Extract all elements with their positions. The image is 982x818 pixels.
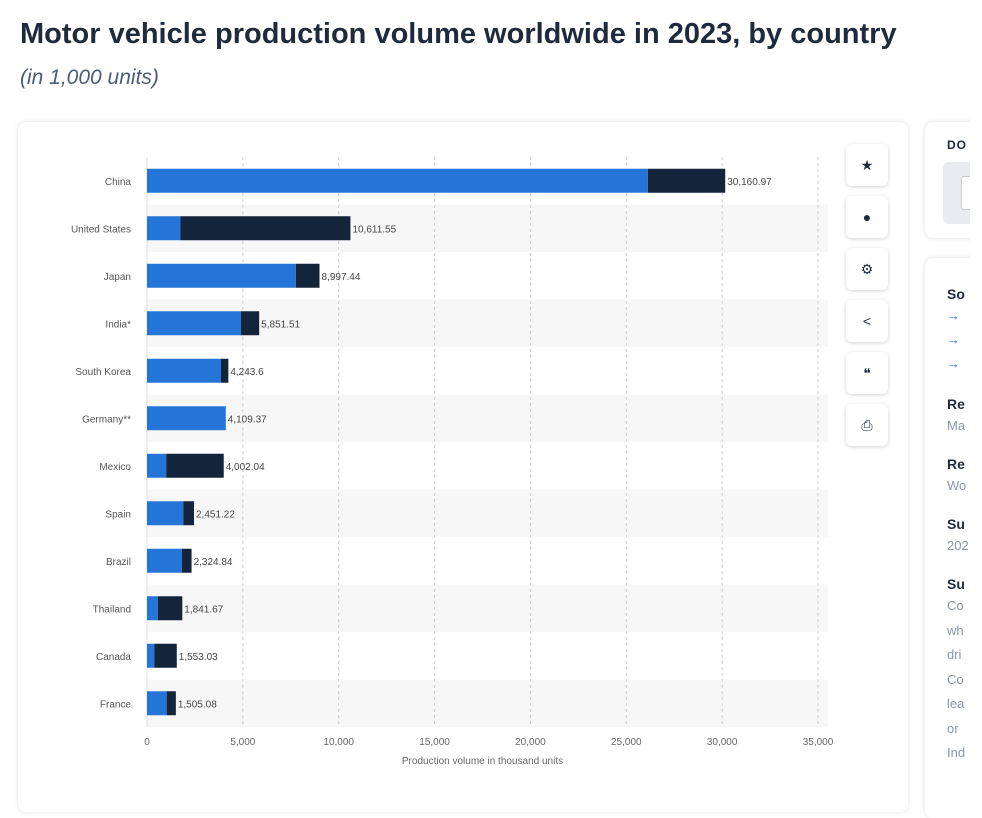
bell-button[interactable]: ● bbox=[846, 196, 888, 238]
y-tick-label: South Korea bbox=[75, 367, 131, 378]
data-label: 30,160.97 bbox=[727, 177, 772, 188]
bar-passenger bbox=[147, 311, 241, 336]
bar-commercial bbox=[157, 596, 183, 621]
section-text: dri bbox=[947, 647, 962, 662]
bar-commercial bbox=[180, 216, 351, 241]
bar-passenger bbox=[147, 548, 182, 573]
source-link[interactable]: → bbox=[947, 332, 960, 347]
bar-commercial bbox=[240, 311, 260, 336]
x-tick-label: 10,000 bbox=[323, 737, 354, 748]
share-button[interactable]: < bbox=[846, 300, 888, 342]
data-label: 1,505.08 bbox=[178, 699, 217, 710]
y-tick-label: India* bbox=[105, 319, 131, 330]
chart-subtitle: (in 1,000 units) bbox=[20, 66, 159, 89]
section-text: or bbox=[947, 720, 959, 736]
data-label: 8,997.44 bbox=[321, 272, 360, 283]
section-text: lea bbox=[947, 696, 965, 711]
chart-title: Motor vehicle production volume worldwid… bbox=[20, 18, 897, 50]
y-tick-label: Japan bbox=[104, 272, 131, 283]
bell-icon: ● bbox=[862, 209, 872, 225]
x-tick-label: 5,000 bbox=[230, 737, 255, 748]
section-text: Co bbox=[947, 671, 964, 687]
gear-icon: ⚙ bbox=[860, 260, 874, 277]
y-tick-label: Germany** bbox=[82, 414, 131, 425]
section-text: Co bbox=[947, 598, 964, 613]
bar-passenger bbox=[147, 691, 167, 716]
section-heading: Re bbox=[947, 456, 965, 472]
star-button[interactable]: ★ bbox=[846, 144, 888, 186]
row-band bbox=[147, 489, 828, 537]
data-label: 1,841.67 bbox=[184, 604, 223, 615]
x-tick-label: 25,000 bbox=[611, 737, 642, 748]
data-label: 1,553.03 bbox=[179, 652, 218, 663]
bar-commercial bbox=[647, 168, 726, 193]
source-link[interactable]: → bbox=[947, 356, 960, 371]
data-label: 4,002.04 bbox=[226, 462, 265, 473]
bar-passenger bbox=[147, 263, 296, 288]
bar-passenger bbox=[147, 596, 158, 621]
y-tick-label: Brazil bbox=[106, 557, 131, 568]
row-band bbox=[147, 584, 828, 632]
x-tick-label: 0 bbox=[144, 737, 150, 748]
bar-passenger bbox=[147, 216, 181, 241]
x-axis-label: Production volume in thousand units bbox=[402, 756, 563, 767]
print-button[interactable]: ⎙ bbox=[846, 404, 888, 446]
row-band bbox=[147, 299, 828, 347]
bar-commercial bbox=[166, 691, 176, 716]
print-icon: ⎙ bbox=[861, 416, 873, 433]
share-icon: < bbox=[862, 313, 872, 329]
y-tick-label: France bbox=[100, 699, 132, 710]
bar-passenger bbox=[147, 358, 222, 383]
star-icon: ★ bbox=[860, 156, 874, 173]
download-label: DO bbox=[947, 138, 967, 152]
chart-card: 0 5,000 10,000 15,000 20,000 25,000 30,000 35,0… bbox=[18, 122, 908, 812]
bar-passenger bbox=[147, 168, 648, 193]
y-tick-label: Mexico bbox=[99, 462, 131, 473]
y-tick-label: United States bbox=[71, 224, 131, 235]
bar-passenger bbox=[147, 501, 184, 526]
x-tick-label: 35,000 bbox=[803, 737, 834, 748]
bar-passenger bbox=[147, 643, 155, 668]
data-label: 2,451.22 bbox=[196, 509, 235, 520]
row-band bbox=[147, 394, 828, 442]
section-text: 202 bbox=[947, 538, 969, 553]
bar-commercial bbox=[183, 501, 194, 526]
data-label: 10,611.55 bbox=[352, 224, 396, 235]
y-tick-label: China bbox=[105, 177, 132, 188]
bar-commercial bbox=[166, 453, 224, 478]
bar-commercial bbox=[221, 358, 229, 383]
section-heading: Su bbox=[947, 516, 965, 532]
section-heading: So bbox=[947, 286, 965, 302]
data-label: 5,851.51 bbox=[261, 319, 300, 330]
section-text: Wo bbox=[947, 478, 967, 493]
source-link[interactable]: → bbox=[947, 308, 960, 323]
section-text: wh bbox=[947, 622, 964, 638]
section-text: Ind bbox=[947, 745, 966, 760]
bar-passenger bbox=[147, 453, 167, 478]
y-tick-label: Spain bbox=[105, 509, 131, 520]
section-heading: Su bbox=[947, 576, 965, 592]
data-label: 4,243.6 bbox=[230, 367, 264, 378]
quote-icon: ❝ bbox=[863, 364, 871, 381]
quote-button[interactable]: ❝ bbox=[846, 352, 888, 394]
bar-commercial bbox=[295, 263, 320, 288]
section-text: Ma bbox=[947, 418, 966, 433]
row-band bbox=[147, 679, 828, 727]
bar-commercial bbox=[181, 548, 192, 573]
x-tick-label: 15,000 bbox=[419, 737, 450, 748]
y-tick-label: Canada bbox=[96, 652, 131, 663]
data-label: 4,109.37 bbox=[228, 414, 267, 425]
y-tick-label: Thailand bbox=[93, 604, 131, 615]
x-tick-label: 30,000 bbox=[707, 737, 738, 748]
bar-commercial bbox=[154, 643, 177, 668]
gear-button[interactable]: ⚙ bbox=[846, 248, 888, 290]
x-tick-label: 20,000 bbox=[515, 737, 546, 748]
bar-passenger bbox=[147, 406, 226, 431]
section-heading: Re bbox=[947, 396, 965, 412]
bar-chart: 0 5,000 10,000 15,000 20,000 25,000 30,000 35,0… bbox=[71, 157, 834, 767]
data-label: 2,324.84 bbox=[194, 557, 233, 568]
